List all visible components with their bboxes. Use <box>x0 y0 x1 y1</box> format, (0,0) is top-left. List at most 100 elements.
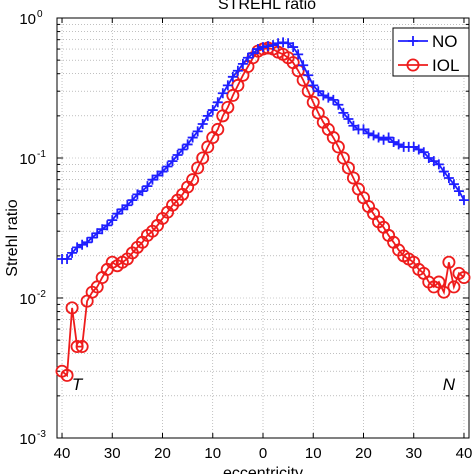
series-no-point <box>212 97 223 108</box>
series-no-point <box>162 161 173 172</box>
series-no-point <box>433 159 444 170</box>
series-iol-point <box>60 368 74 382</box>
x-tick-label: 30 <box>104 445 121 462</box>
series-no-point <box>363 128 374 139</box>
series-iol-point <box>432 275 446 289</box>
x-tick-label: 40 <box>54 445 71 462</box>
series-iol-point <box>331 140 345 154</box>
series-no-point <box>92 228 103 239</box>
y-tick-label: 10-2 <box>19 289 46 308</box>
x-tick-label: 20 <box>154 445 171 462</box>
series-no-point <box>258 42 268 53</box>
series-no-point <box>388 137 399 148</box>
series-iol-point <box>65 301 79 315</box>
series-no-point <box>323 92 334 103</box>
series-no-point <box>283 38 294 49</box>
series-no-point <box>438 166 449 177</box>
legend: NO IOL <box>392 27 470 77</box>
series-no-point <box>167 156 178 167</box>
series-no-point <box>187 132 198 143</box>
y-tick-label: 100 <box>19 9 43 28</box>
series-no-point <box>358 124 369 135</box>
series-no-point <box>207 105 218 116</box>
series-no-point <box>343 113 354 124</box>
series-no-point <box>67 247 78 258</box>
legend-no-marker <box>408 36 418 46</box>
series-no-point <box>62 253 73 264</box>
chart-title: STREHL ratio <box>218 0 316 13</box>
series-no-point <box>348 120 359 131</box>
series-no-point <box>338 107 349 118</box>
series-no-point <box>428 156 439 167</box>
series-no-point <box>152 170 163 181</box>
series-iol-point <box>211 122 225 136</box>
series-no-point <box>298 60 309 71</box>
x-tick-label: 40 <box>456 445 473 462</box>
series-no-point <box>242 52 253 63</box>
series-no <box>57 37 469 264</box>
series-no-point <box>393 139 404 150</box>
series-iol-point <box>191 161 205 175</box>
series-no-point <box>102 220 113 231</box>
x-tick-label: 20 <box>355 445 372 462</box>
series-no-point <box>443 172 454 183</box>
legend-no-label: NO <box>432 32 458 51</box>
series-iol-point <box>442 255 456 269</box>
series-no-point <box>112 208 123 219</box>
series-no-point <box>217 88 228 99</box>
series-no-point <box>192 126 203 137</box>
series-no-point <box>237 58 248 69</box>
legend-box <box>392 27 470 77</box>
series-no-point <box>368 130 379 141</box>
y-tick-label: 10-3 <box>19 429 46 448</box>
series-no-point <box>227 71 238 82</box>
series-no-point <box>252 44 263 55</box>
x-axis-title: eccentricity <box>223 465 303 474</box>
series-no-point <box>202 110 213 121</box>
series-no-point <box>172 150 183 161</box>
series-no-point <box>328 94 339 105</box>
y-tick-exponent: -2 <box>37 289 46 300</box>
series-no-point <box>458 195 469 206</box>
series-iol-point <box>346 171 360 185</box>
series-no-point <box>197 118 208 129</box>
y-axis-title: Strehl ratio <box>4 199 21 276</box>
series-no-point <box>448 179 459 190</box>
series-no-point <box>182 139 193 150</box>
series-no-point <box>142 181 153 192</box>
series-no-point <box>408 141 419 152</box>
series-iol-point <box>196 151 210 165</box>
annotation-label: N <box>443 375 456 394</box>
series-no-point <box>378 134 389 145</box>
series-no-point <box>333 99 344 110</box>
series-no-point <box>177 144 188 155</box>
series-iol-point <box>226 88 240 102</box>
series-no-point <box>373 132 384 143</box>
series-no-point <box>273 38 284 49</box>
series-no-point <box>453 186 464 197</box>
series-no-point <box>418 147 429 158</box>
series-no-point <box>232 65 243 76</box>
series-no-point <box>82 237 93 248</box>
series-iol-point <box>447 280 461 294</box>
series-no-point <box>263 41 274 52</box>
series-no-point <box>147 174 158 185</box>
series-no-point <box>127 195 138 206</box>
series-iol-point <box>75 340 89 354</box>
series-no-point <box>222 80 233 91</box>
series-iol-point <box>341 161 355 175</box>
series-no-point <box>77 239 88 250</box>
x-tick-label: 30 <box>405 445 422 462</box>
grid <box>57 18 469 438</box>
series-no-point <box>132 189 143 200</box>
x-tick-label: 10 <box>305 445 322 462</box>
series-no-point <box>72 242 83 253</box>
series-no-point <box>293 49 304 60</box>
legend-iol-marker <box>406 58 420 72</box>
series-no-point <box>97 224 108 235</box>
series-no-point <box>122 200 133 211</box>
x-tick-label: 10 <box>204 445 221 462</box>
series-no-point <box>318 90 329 101</box>
